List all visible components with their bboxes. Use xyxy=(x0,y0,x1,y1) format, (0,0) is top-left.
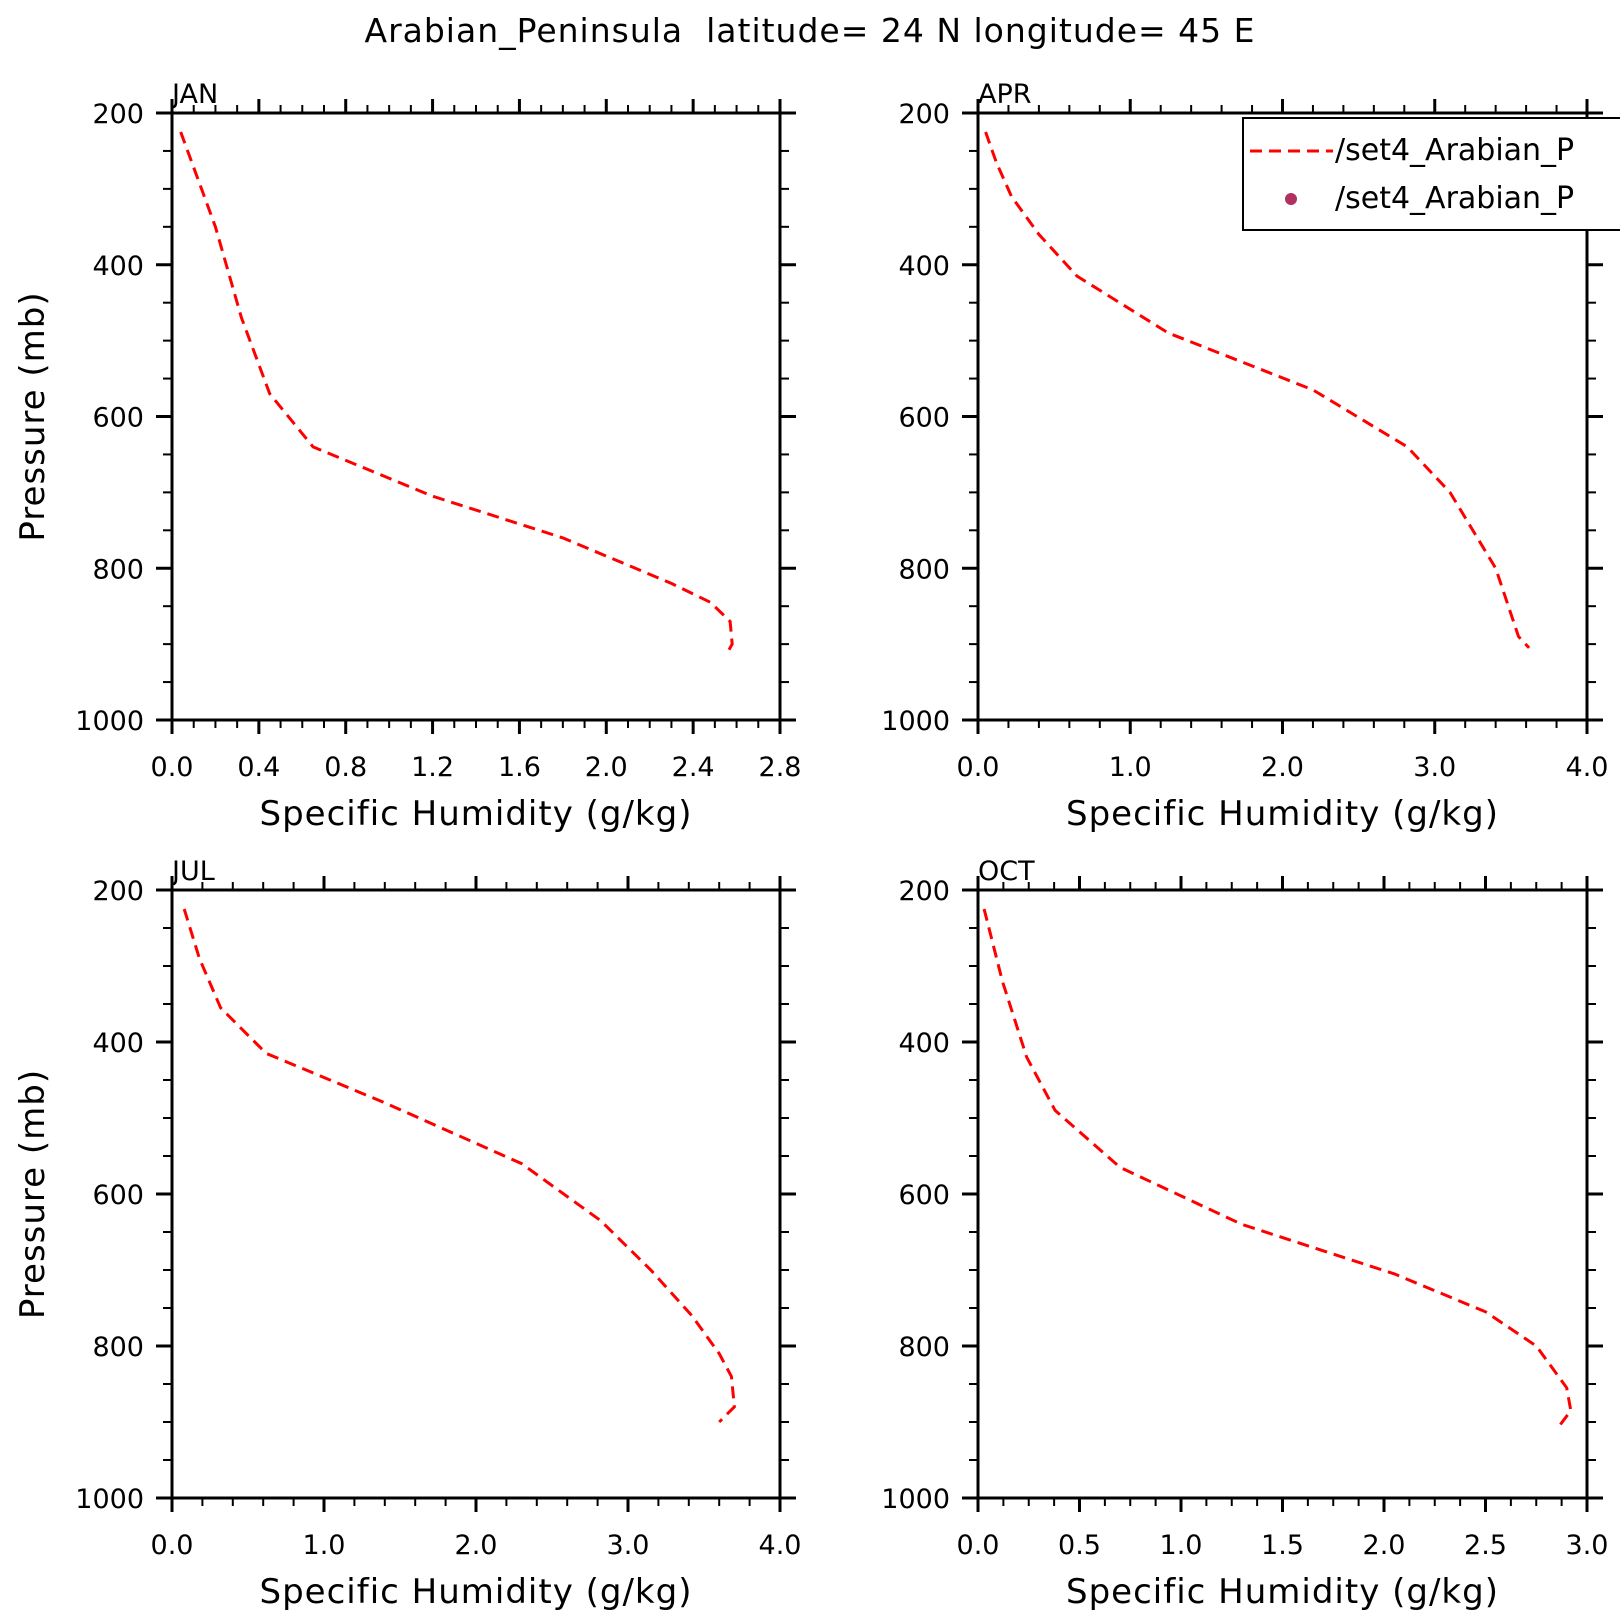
x-tick-label: 1.2 xyxy=(411,752,454,783)
humidity-profile-line xyxy=(182,908,736,1424)
legend-dot-sample xyxy=(1285,193,1297,205)
y-tick-label: 800 xyxy=(898,1332,950,1363)
y-tick-label: 800 xyxy=(92,1332,144,1363)
y-tick-label: 200 xyxy=(898,99,950,130)
humidity-profile-line xyxy=(984,131,1531,649)
y-tick-label: 1000 xyxy=(881,1484,950,1515)
x-tick-label: 4.0 xyxy=(759,1530,802,1561)
y-tick-label: 200 xyxy=(92,99,144,130)
figure-title: Arabian_Peninsula latitude= 24 N longitu… xyxy=(365,11,1256,50)
y-tick-label: 1000 xyxy=(75,706,144,737)
legend-box xyxy=(1242,117,1620,231)
panel-label: APR xyxy=(978,79,1032,110)
x-tick-label: 2.4 xyxy=(672,752,715,783)
y-tick-label: 400 xyxy=(92,251,144,282)
x-axis-title: Specific Humidity (g/kg) xyxy=(1066,1572,1499,1612)
panel-label: JUL xyxy=(170,856,215,887)
x-tick-label: 0.5 xyxy=(1058,1530,1101,1561)
x-axis-title: Specific Humidity (g/kg) xyxy=(260,794,693,834)
y-tick-label: 1000 xyxy=(881,706,950,737)
y-tick-label: 200 xyxy=(92,876,144,907)
x-tick-label: 3.0 xyxy=(607,1530,650,1561)
x-tick-label: 0.0 xyxy=(957,1530,1000,1561)
panel-label: OCT xyxy=(978,856,1035,887)
x-tick-label: 2.8 xyxy=(759,752,802,783)
x-tick-label: 0.0 xyxy=(151,752,194,783)
x-tick-label: 2.0 xyxy=(455,1530,498,1561)
legend-entry-label: /set4_Arabian_P xyxy=(1335,181,1574,216)
y-tick-label: 800 xyxy=(92,554,144,585)
panel-apr: APR 0.0 1.0 2.0 3.0 4.0 200 400 600 800 1000 Specif… xyxy=(881,79,1608,834)
y-tick-label: 600 xyxy=(92,403,144,434)
y-tick-label: 400 xyxy=(92,1028,144,1059)
x-tick-label: 4.0 xyxy=(1566,752,1609,783)
x-tick-label: 2.0 xyxy=(1261,752,1304,783)
x-tick-label: 1.6 xyxy=(498,752,541,783)
panel-label: JAN xyxy=(170,79,218,110)
y-axis-title: Pressure (mb) xyxy=(13,1069,53,1319)
legend: /set4_Arabian_P /set4_Arabian_P xyxy=(1242,117,1620,231)
panel-jul: JUL 0.0 1.0 2.0 3.0 4.0 200 400 600 800 1000 Specif… xyxy=(13,856,801,1612)
x-tick-label: 2.0 xyxy=(1363,1530,1406,1561)
plot-frame xyxy=(170,111,782,722)
legend-entry-label: /set4_Arabian_P xyxy=(1335,133,1574,168)
x-tick-label: 1.0 xyxy=(1160,1530,1203,1561)
humidity-profile-line xyxy=(982,908,1573,1431)
x-tick-label: 0.4 xyxy=(237,752,280,783)
x-tick-label: 0.0 xyxy=(957,752,1000,783)
x-tick-label: 3.0 xyxy=(1566,1530,1609,1561)
x-tick-label: 2.5 xyxy=(1464,1530,1507,1561)
y-tick-label: 800 xyxy=(898,554,950,585)
panel-jan: JAN 0.0 0.4 0.8 1.2 1.6 2.0 2.4 2.8 200 400 600 800 1… xyxy=(13,79,801,834)
x-axis-title: Specific Humidity (g/kg) xyxy=(1066,794,1499,834)
humidity-profile-line xyxy=(179,131,734,657)
y-tick-label: 600 xyxy=(898,1180,950,1211)
x-tick-label: 2.0 xyxy=(585,752,628,783)
y-tick-label: 600 xyxy=(92,1180,144,1211)
plot-frame xyxy=(170,888,782,1500)
x-tick-label: 0.0 xyxy=(151,1530,194,1561)
x-tick-label: 1.0 xyxy=(1109,752,1152,783)
y-tick-label: 400 xyxy=(898,1028,950,1059)
x-axis-title: Specific Humidity (g/kg) xyxy=(260,1572,693,1612)
y-tick-label: 200 xyxy=(898,876,950,907)
plot-frame xyxy=(976,888,1589,1500)
x-tick-label: 0.8 xyxy=(324,752,367,783)
y-tick-label: 600 xyxy=(898,403,950,434)
y-tick-label: 1000 xyxy=(75,1484,144,1515)
y-tick-label: 400 xyxy=(898,251,950,282)
x-tick-label: 1.0 xyxy=(303,1530,346,1561)
y-axis-title: Pressure (mb) xyxy=(13,291,53,541)
x-tick-label: 3.0 xyxy=(1413,752,1456,783)
panel-oct: OCT 0.0 0.5 1.0 1.5 2.0 2.5 3.0 200 400 600 800 1000… xyxy=(881,856,1608,1612)
x-tick-label: 1.5 xyxy=(1261,1530,1304,1561)
